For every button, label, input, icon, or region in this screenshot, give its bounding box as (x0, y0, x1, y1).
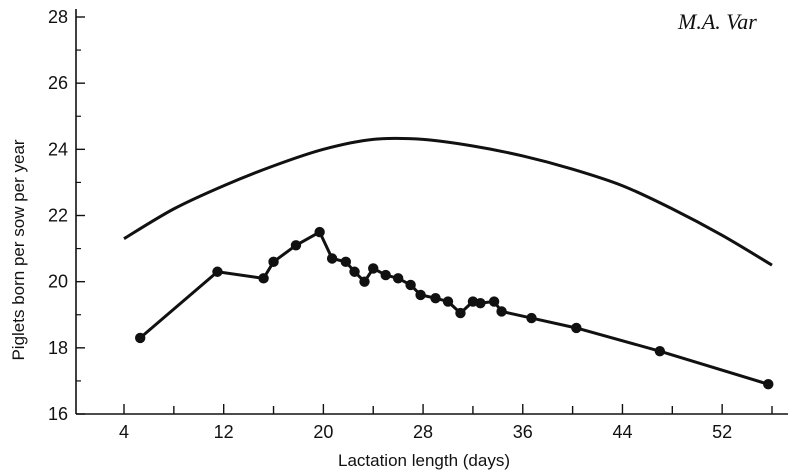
x-tick-label: 4 (119, 422, 129, 442)
x-axis-label: Lactation length (days) (338, 451, 510, 470)
data-point (349, 266, 360, 277)
data-point (405, 279, 416, 291)
data-point (392, 273, 404, 284)
y-tick-label: 18 (48, 338, 68, 358)
data-point (135, 332, 146, 344)
y-tick-label: 16 (48, 404, 68, 424)
data-point (475, 297, 486, 309)
data-point (368, 263, 379, 274)
x-tick-label: 52 (712, 422, 732, 442)
data-point (380, 269, 391, 281)
series-layer (123, 136, 774, 390)
data-point (763, 379, 774, 390)
data-point (526, 312, 537, 324)
data-point (488, 296, 500, 307)
y-tick-label: 28 (48, 7, 68, 27)
series-line-2 (139, 230, 769, 386)
data-point (455, 307, 466, 319)
data-point (326, 253, 338, 264)
x-tick-label: 12 (214, 422, 234, 442)
data-point (496, 306, 507, 317)
y-tick-label: 22 (48, 206, 68, 226)
y-tick-label: 24 (48, 139, 68, 159)
x-axis: 4 12 20 28 36 44 52 (76, 404, 788, 442)
corner-text: M.A. Var (677, 9, 757, 34)
x-tick-label: 20 (313, 422, 333, 442)
y-axis-label: Piglets born per sow per year (9, 139, 28, 360)
series-line-1 (123, 136, 773, 267)
data-point (442, 296, 454, 307)
data-point (212, 266, 223, 277)
data-point (654, 345, 666, 357)
data-point (314, 226, 325, 238)
x-tick-label: 36 (513, 422, 533, 442)
data-point (430, 293, 441, 304)
data-point (268, 256, 279, 268)
data-point (290, 240, 302, 251)
x-tick-label: 28 (413, 422, 433, 442)
y-tick-label: 26 (48, 73, 68, 93)
data-point (258, 273, 269, 284)
x-tick-label: 44 (612, 422, 632, 442)
y-tick-label: 20 (48, 272, 68, 292)
data-point (571, 322, 582, 334)
data-point (415, 289, 426, 301)
data-point (359, 276, 370, 287)
y-axis: 16 18 20 22 24 26 28 (48, 7, 85, 424)
data-point (340, 256, 352, 268)
